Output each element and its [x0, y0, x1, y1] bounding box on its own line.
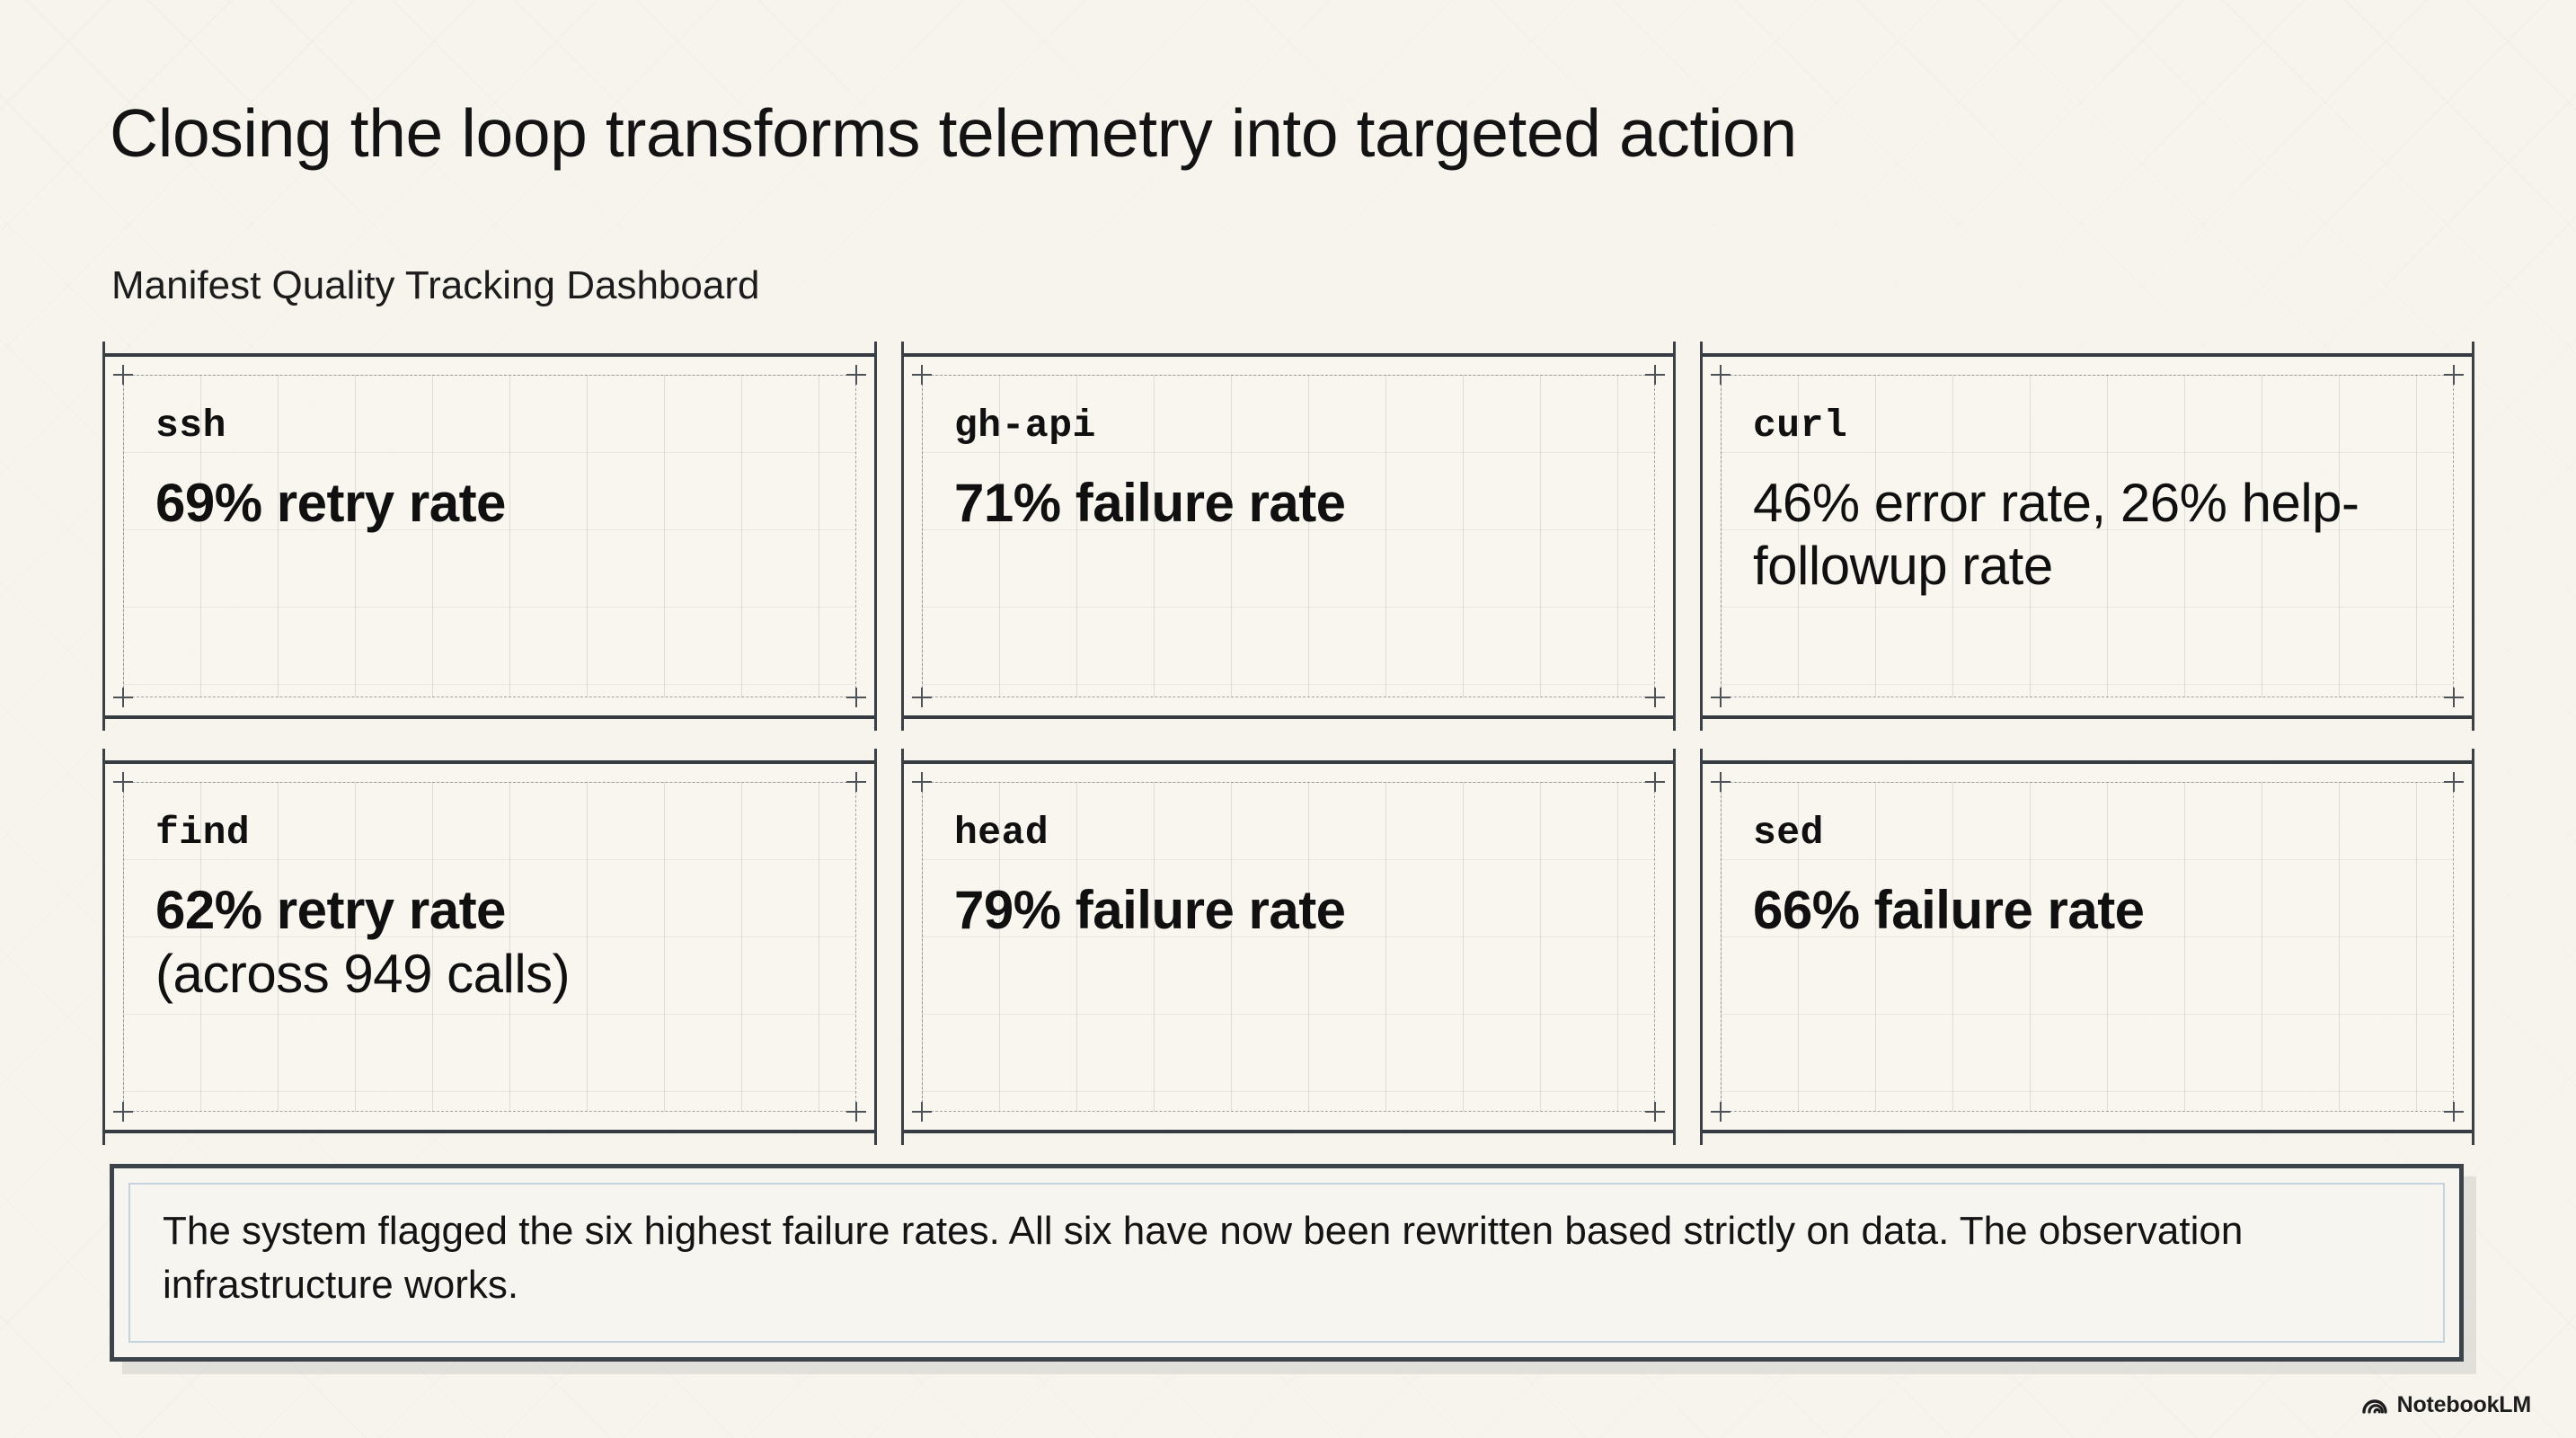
corner-plus-icon — [1645, 1102, 1665, 1122]
metric-card-gh-api: gh-api 71% failure rate — [901, 342, 1676, 731]
metric-card-head: head 79% failure rate — [901, 749, 1676, 1145]
card-body: ssh 69% retry rate — [105, 357, 874, 535]
corner-plus-icon — [2444, 688, 2464, 707]
callout-text: The system flagged the six highest failu… — [163, 1209, 2244, 1307]
card-label: find — [155, 811, 251, 855]
card-value: 69% retry rate — [155, 473, 506, 533]
card-body: curl 46% error rate, 26% help-followup r… — [1703, 357, 2472, 598]
card-value: 62% retry rate — [155, 880, 506, 940]
corner-plus-icon — [1645, 688, 1665, 707]
card-value: 66% failure rate — [1753, 880, 2145, 940]
corner-plus-icon — [912, 688, 932, 707]
notebooklm-brand: NotebookLM — [2360, 1390, 2531, 1418]
corner-plus-icon — [912, 1102, 932, 1122]
corner-plus-icon — [846, 1102, 866, 1122]
metric-card-sed: sed 66% failure rate — [1700, 749, 2474, 1145]
card-body: sed 66% failure rate — [1703, 764, 2472, 942]
metric-card-ssh: ssh 69% retry rate — [102, 342, 877, 731]
card-label: head — [954, 811, 1049, 855]
metric-card-grid: ssh 69% retry rate gh-api 71% failure ra… — [102, 342, 2474, 1145]
corner-plus-icon — [1711, 1102, 1731, 1122]
corner-plus-icon — [2444, 1102, 2464, 1122]
metric-card-find: find 62% retry rate (across 949 calls) — [102, 749, 877, 1145]
card-body: gh-api 71% failure rate — [904, 357, 1673, 535]
card-value: 71% failure rate — [954, 473, 1346, 533]
card-label: gh-api — [954, 404, 1096, 448]
page-title: Closing the loop transforms telemetry in… — [110, 95, 1797, 171]
corner-plus-icon — [846, 688, 866, 707]
card-value: 79% failure rate — [954, 880, 1346, 940]
summary-callout: The system flagged the six highest failu… — [110, 1164, 2464, 1362]
notebooklm-wordmark: NotebookLM — [2396, 1391, 2532, 1417]
notebooklm-arcs-icon — [2360, 1390, 2387, 1418]
card-label: ssh — [155, 404, 226, 448]
card-note: (across 949 calls) — [155, 944, 571, 1004]
card-label: sed — [1753, 811, 1824, 855]
page-subtitle: Manifest Quality Tracking Dashboard — [111, 263, 760, 307]
card-label: curl — [1753, 404, 1848, 448]
card-body: find 62% retry rate (across 949 calls) — [105, 764, 874, 1007]
metric-card-curl: curl 46% error rate, 26% help-followup r… — [1700, 342, 2474, 731]
corner-plus-icon — [113, 1102, 133, 1122]
card-value: 46% error rate, 26% help-followup rate — [1753, 473, 2359, 596]
corner-plus-icon — [1711, 688, 1731, 707]
card-body: head 79% failure rate — [904, 764, 1673, 942]
corner-plus-icon — [113, 688, 133, 707]
